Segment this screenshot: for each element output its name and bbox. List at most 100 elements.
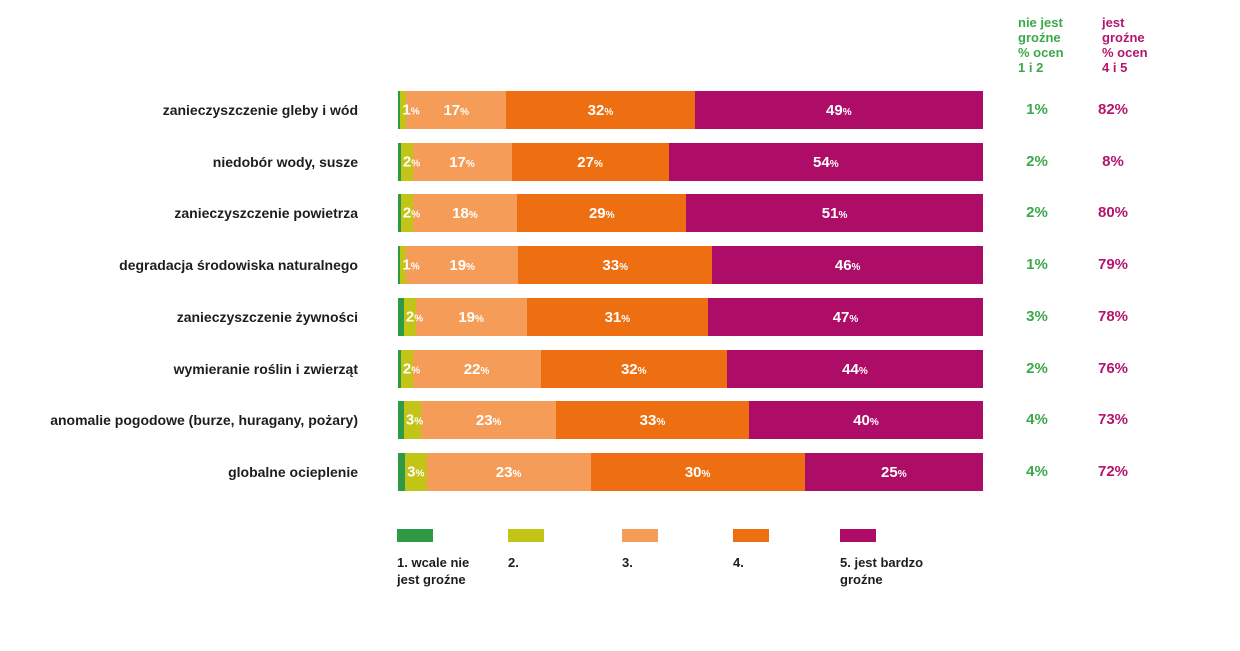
bar-segment-3: 23% [426,453,591,491]
percent-sign: % [621,313,631,325]
segment-value-label: 44% [842,362,868,377]
percent-sign: % [512,468,522,480]
segment-value-label: 1% [402,103,419,118]
bar-segment-1 [398,91,401,129]
bar-segment-5: 46% [712,246,984,284]
percent-sign: % [701,468,711,480]
bar-segment-2: 3% [403,401,423,439]
segment-value-label: 30% [685,465,711,480]
percent-sign: % [851,261,861,273]
percent-sign: % [842,106,852,118]
percent-sign: % [460,106,470,118]
segment-value: 3 [405,411,415,429]
stacked-bar: 2% 17% 27% 54% [398,143,983,181]
segment-value: 30 [684,463,702,481]
chart-row: zanieczyszczenie żywności 2% 19% 31% 47% 3% 78… [0,298,1240,336]
segment-value-label: 27% [577,155,603,170]
stacked-bar: 1% 17% 32% 49% [398,91,983,129]
chart-row: degradacja środowiska naturalnego 1% 19% 33… [0,246,1240,284]
segment-value-label: 17% [443,103,469,118]
value-not-dangerous: 2% [1026,153,1048,170]
category-label: zanieczyszczenie powietrza [174,205,358,221]
category-label: niedobór wody, susze [212,154,358,170]
segment-value: 23 [495,463,513,481]
percent-sign: % [466,261,475,273]
percent-sign: % [829,158,839,170]
chart-row: niedobór wody, susze 2% 17% 27% 54% 2% 8% [0,143,1240,181]
bar-segment-4: 31% [526,298,709,336]
chart-row: anomalie pogodowe (burze, huragany, poża… [0,401,1240,439]
category-label: degradacja środowiska naturalnego [119,257,358,273]
category-label: anomalie pogodowe (burze, huragany, poża… [50,412,358,428]
bar-segment-5: 44% [726,350,983,388]
percent-sign: % [415,468,425,480]
segment-value: 47 [832,308,850,326]
bar-segment-5: 47% [708,298,983,336]
segment-value: 18 [452,204,469,222]
percent-sign: % [411,158,421,170]
bar-segment-1 [398,350,401,388]
segment-value-label: 2% [403,362,420,377]
legend-swatch [397,529,433,542]
stacked-bar: 3% 23% 30% 25% [398,453,984,491]
segment-value: 54 [813,153,830,171]
segment-value-label: 51% [822,206,848,221]
segment-value-label: 2% [406,310,423,325]
segment-value: 44 [842,360,859,378]
value-dangerous: 76% [1097,360,1129,377]
bar-segment-2: 2% [403,298,423,336]
segment-value: 19 [449,256,467,274]
segment-value: 22 [463,360,481,378]
bar-segment-4: 27% [511,143,669,181]
value-not-dangerous: 1% [1026,101,1048,118]
segment-value-label: 19% [449,258,475,273]
legend-swatch [622,529,658,542]
bar-segment-1 [398,194,401,232]
segment-value: 2 [405,308,415,326]
value-not-dangerous: 4% [1026,411,1048,428]
legend-label: 1. wcale nie jest groźne [397,555,470,587]
segment-value-label: 25% [881,465,907,480]
segment-value-label: 23% [476,413,502,428]
percent-sign: % [593,158,603,170]
segment-value-label: 33% [640,413,666,428]
legend-swatch [733,529,769,542]
percent-sign: % [637,365,647,377]
value-dangerous: 73% [1097,411,1129,428]
legend-item: 1. wcale nie jest groźne [397,529,509,588]
bar-segment-3: 22% [412,350,541,388]
bar-segment-4: 32% [540,350,727,388]
segment-value: 25 [881,463,898,481]
percent-sign: % [411,209,421,221]
percent-sign: % [414,313,424,325]
segment-value: 17 [443,101,461,119]
segment-value: 33 [639,411,657,429]
percent-sign: % [619,261,628,273]
segment-value: 2 [402,153,412,171]
bar-segment-1 [398,401,404,439]
legend-swatch [508,529,544,542]
legend-item: 2. [508,529,620,571]
segment-value: 33 [602,256,620,274]
legend-item: 3. [622,529,734,571]
bar-segment-3: 19% [406,246,519,284]
segment-value: 49 [826,101,843,119]
segment-value-label: 32% [621,362,647,377]
bar-segment-3: 18% [412,194,518,232]
value-not-dangerous: 3% [1026,308,1048,325]
bar-segment-5: 49% [694,91,983,129]
segment-value: 51 [821,204,839,222]
chart-row: wymieranie roślin i zwierząt 2% 22% 32% 44% 2… [0,350,1240,388]
segment-value: 29 [588,204,606,222]
segment-value: 23 [475,411,493,429]
bar-segment-4: 29% [517,194,687,232]
segment-value: 27 [577,153,594,171]
stacked-bar: 3% 23% 33% 40% [398,401,983,439]
bar-segment-1 [398,246,401,284]
bar-segment-2: 3% [405,453,427,491]
segment-value-label: 46% [835,258,861,273]
percent-sign: % [858,365,868,377]
bar-segment-3: 23% [421,401,556,439]
percent-sign: % [465,158,475,170]
bar-segment-2: 1% [400,91,420,129]
